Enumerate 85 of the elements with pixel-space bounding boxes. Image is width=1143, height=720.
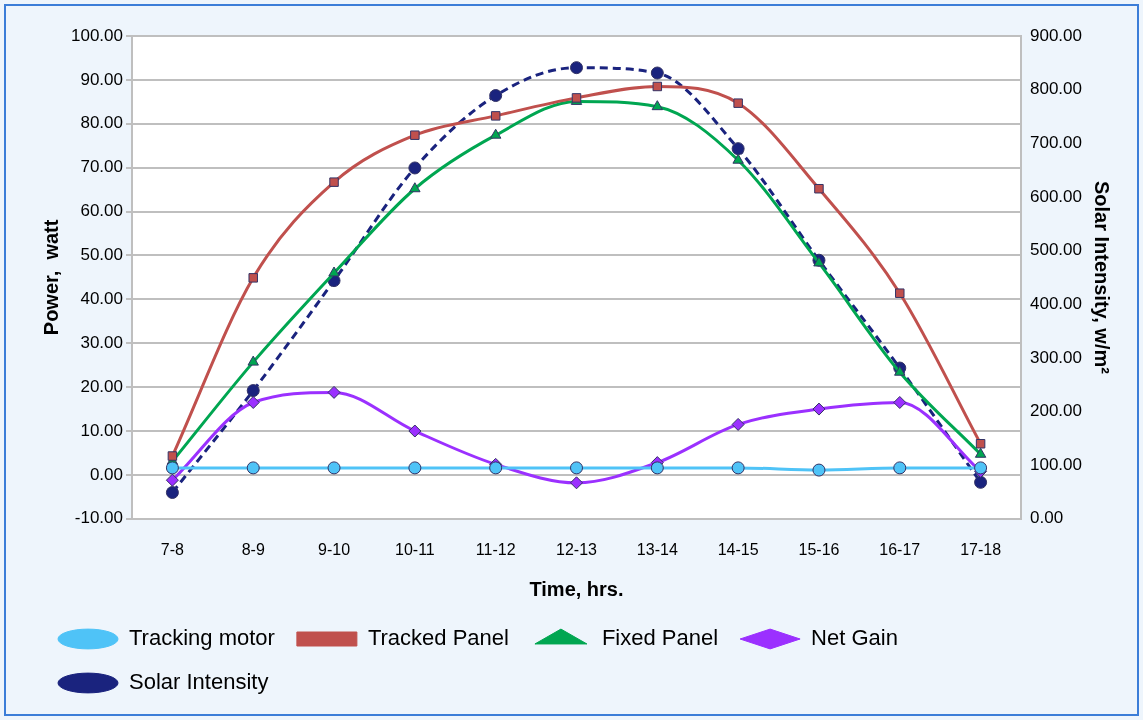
point (327, 385, 341, 399)
point (814, 184, 824, 194)
y-tick-label: 80.00 (80, 113, 123, 133)
point (570, 476, 583, 490)
x-tick-label: 12-13 (556, 540, 598, 558)
point (246, 384, 260, 398)
y-tick-label: 40.00 (80, 289, 123, 309)
y-tick-label: 100.00 (71, 25, 123, 45)
y-tick-label: 50.00 (80, 245, 123, 265)
x-tick-label: 8-9 (241, 540, 265, 558)
y-tick-label: 90.00 (80, 69, 123, 89)
point (894, 365, 906, 376)
point (570, 61, 583, 75)
point (974, 475, 988, 489)
point (650, 461, 664, 475)
y2-tick-label: 500.00 (1030, 240, 1082, 260)
y2-tick-label: 700.00 (1030, 132, 1082, 152)
point (165, 461, 179, 475)
legend-label: Fixed Panel (601, 625, 719, 651)
point (248, 273, 258, 283)
x-axis-title: Time, hrs. (529, 577, 624, 600)
point (652, 81, 663, 92)
y-axis-title: Power, watt (39, 219, 62, 336)
point (489, 128, 502, 139)
point (893, 461, 907, 475)
y2-tick-label: 400.00 (1030, 293, 1082, 313)
y2-tick-label: 300.00 (1030, 347, 1082, 367)
point (246, 461, 260, 475)
point (732, 153, 744, 164)
x-tick-label: 14-15 (717, 540, 759, 558)
point (408, 161, 422, 175)
point (893, 395, 907, 409)
point (409, 182, 421, 193)
y2-tick-label: 900.00 (1030, 25, 1082, 45)
point (329, 177, 339, 187)
y2-tick-label: 200.00 (1030, 401, 1082, 421)
y2-tick-label: 100.00 (1030, 454, 1082, 474)
y-tick-label: 70.00 (80, 157, 123, 177)
point (812, 402, 826, 416)
x-tick-label: 9-10 (318, 540, 351, 558)
y2-tick-label: 800.00 (1030, 79, 1082, 99)
point (570, 461, 583, 475)
y-tick-label: 60.00 (80, 201, 123, 221)
y2-tick-label: 0.00 (1030, 508, 1064, 528)
x-tick-label: 15-16 (798, 540, 840, 558)
point (247, 355, 259, 366)
legend-label: Tracked Panel (367, 625, 509, 651)
y-tick-label: 10.00 (80, 420, 123, 440)
y-tick-label: 0.00 (89, 464, 123, 484)
point (895, 288, 905, 298)
x-tick-label: 13-14 (636, 540, 678, 558)
point (408, 461, 422, 475)
point (408, 424, 422, 438)
y-tick-label: 20.00 (80, 376, 123, 396)
point (328, 266, 340, 277)
point (410, 130, 420, 140)
point (812, 463, 826, 477)
point (165, 473, 179, 487)
y-tick-label: -10.00 (74, 508, 123, 528)
legend-label: Solar Intensity (129, 669, 269, 695)
point (651, 100, 664, 111)
x-tick-label: 10-11 (395, 540, 435, 558)
point (489, 461, 503, 475)
y-tick-label: 30.00 (80, 332, 123, 352)
point (489, 89, 503, 103)
y2-axis-title: Solar Intensity, w/m² (1091, 180, 1114, 375)
point (246, 395, 260, 409)
x-tick-label: 7-8 (160, 540, 185, 558)
point (650, 66, 664, 80)
point (731, 142, 745, 156)
point (733, 98, 743, 108)
legend-label: Net Gain (811, 625, 898, 651)
point (975, 439, 986, 449)
y2-tick-label: 600.00 (1030, 186, 1082, 206)
point (327, 461, 341, 475)
point (165, 486, 179, 500)
x-tick-label: 17-18 (960, 540, 1002, 558)
point (167, 451, 178, 461)
point (490, 111, 501, 121)
point (731, 417, 745, 431)
point (731, 461, 745, 475)
x-tick-label: 11-12 (475, 540, 516, 558)
point (974, 447, 987, 458)
x-tick-label: 16-17 (879, 540, 921, 558)
legend-label: Tracking motor (129, 625, 275, 651)
